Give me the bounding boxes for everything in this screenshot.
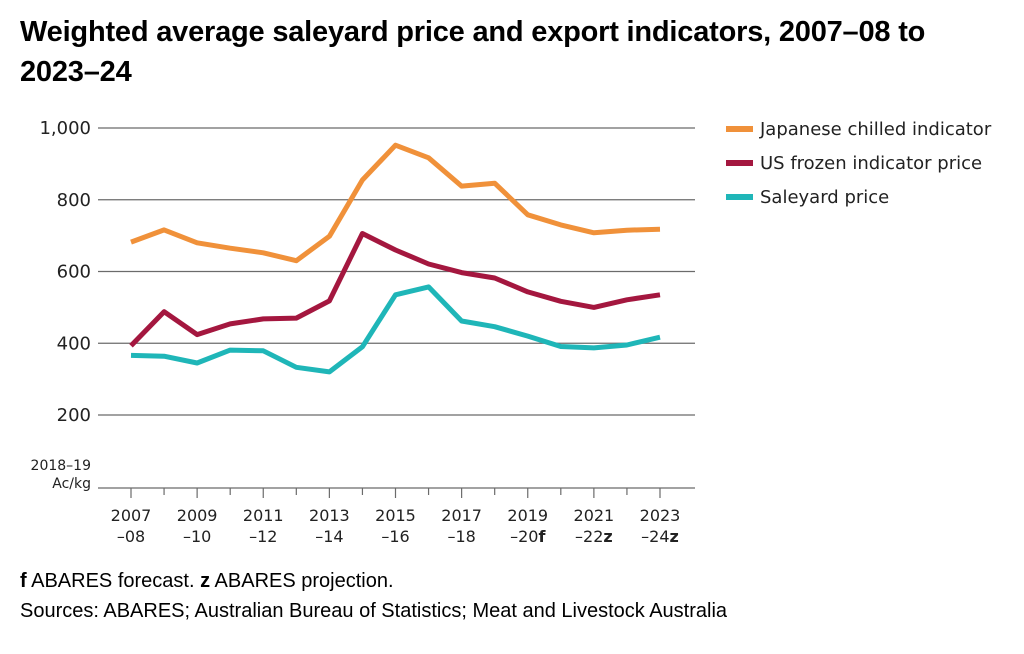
legend: Japanese chilled indicator US frozen indi…	[726, 119, 992, 208]
x-tick-label-suffix: –12	[249, 527, 277, 546]
x-tick-label-suffix: –14	[315, 527, 343, 546]
x-tick-label-suffix: –24z	[641, 527, 679, 546]
y-tick-label: 1,000	[39, 118, 91, 139]
footnote-f-marker: f	[20, 570, 27, 592]
x-tick-label-suffix: –08	[117, 527, 145, 546]
y-tick-label: 200	[57, 405, 91, 426]
y-tick-label: 400	[57, 333, 91, 354]
series-line-2	[129, 231, 661, 348]
y-axis-unit-label: 2018–19 Ac/kg	[31, 458, 91, 492]
x-tick-label-suffix: –10	[183, 527, 211, 546]
x-tick-label-year: 2007	[111, 506, 152, 525]
footnote-sources: Sources: ABARES; Australian Bureau of St…	[20, 600, 728, 622]
x-tick-label-year: 2009	[177, 506, 218, 525]
x-tick-label-year: 2011	[243, 506, 284, 525]
x-tick-label-suffix: –18	[447, 527, 475, 546]
legend-label: Saleyard price	[760, 187, 889, 208]
series-line-1	[130, 142, 661, 264]
series-line-3	[130, 284, 661, 375]
x-tick-label-suffix: –16	[381, 527, 409, 546]
x-tick-label-year: 2019	[507, 506, 548, 525]
y-axis-unit-line2: Ac/kg	[52, 476, 91, 492]
x-tick-label-suffix: –20f	[510, 527, 546, 546]
grid-lines	[98, 127, 695, 416]
x-tick-label-year: 2015	[375, 506, 416, 525]
x-tick-label-marker: f	[538, 527, 546, 546]
footnote-z-marker: z	[200, 570, 211, 592]
x-tick-label-marker: z	[603, 527, 612, 546]
x-tick-label-suffix: –22z	[575, 527, 613, 546]
footnote-z-text: ABARES projection.	[210, 570, 394, 592]
x-tick-label-year: 2013	[309, 506, 350, 525]
y-tick-label: 600	[57, 262, 91, 283]
footnote-forecast-projection: f ABARES forecast. z ABARES projection.	[20, 568, 394, 594]
legend-label: Japanese chilled indicator	[759, 119, 992, 140]
series-lines	[129, 142, 661, 375]
x-tick-label-year: 2023	[640, 506, 681, 525]
chart-title: Weighted average saleyard price and expo…	[20, 16, 926, 88]
x-tick-label-year: 2021	[574, 506, 615, 525]
y-tick-label: 800	[57, 190, 91, 211]
x-tick-label-marker: z	[670, 527, 679, 546]
x-tick-label-year: 2017	[441, 506, 482, 525]
y-axis-tick-labels: 200 400 600 800 1,000	[39, 118, 91, 426]
legend-label: US frozen indicator price	[760, 153, 982, 174]
y-axis-unit-line1: 2018–19	[31, 458, 91, 474]
footnote-f-text: ABARES forecast.	[26, 570, 201, 592]
x-axis: 2007 –08 2009 –10 2011 –12 2013 –14 2015 –16 2017 –…	[98, 487, 695, 546]
